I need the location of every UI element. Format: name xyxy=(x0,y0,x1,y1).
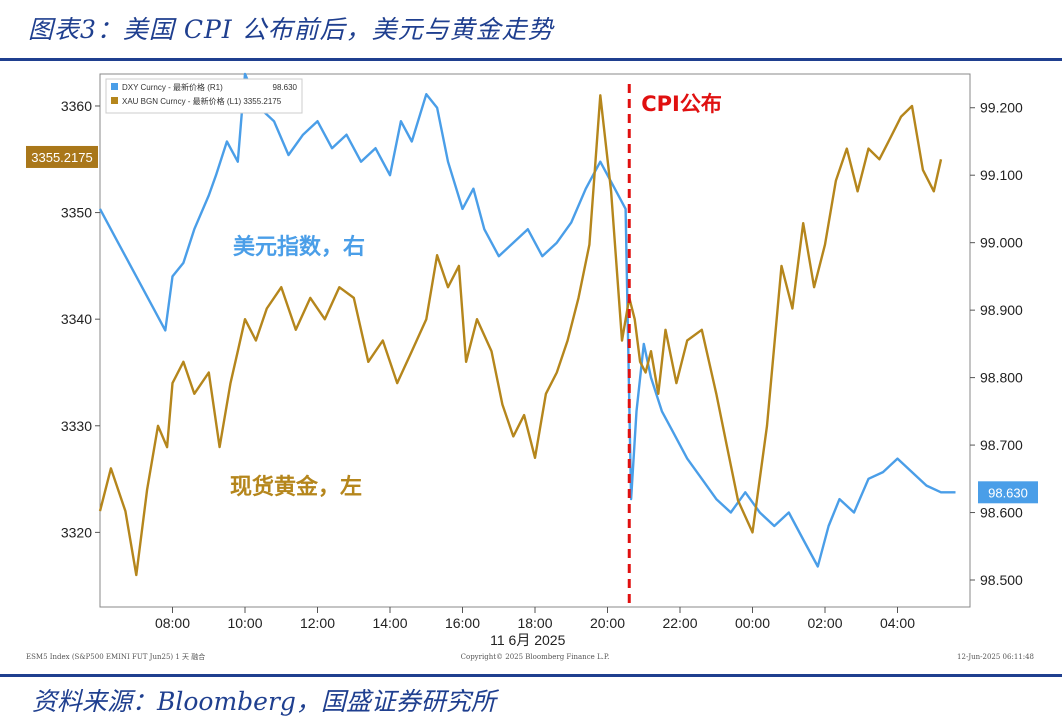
chart: 3320 3330 3340 3350 3360 98.500 98.600 98.700 98… xyxy=(26,72,1038,661)
plot-area xyxy=(99,73,971,608)
x-tick-label: 08:00 xyxy=(155,615,190,631)
last-value-right: 98.630 xyxy=(988,485,1028,500)
footer-center: Copyright© 2025 Bloomberg Finance L.P. xyxy=(461,653,610,661)
x-tick-label: 10:00 xyxy=(227,615,262,631)
footer-right: 12-Jun-2025 06:11:48 xyxy=(957,653,1034,661)
right-tick-label: 98.600 xyxy=(980,505,1023,521)
right-tick-label: 98.500 xyxy=(980,572,1023,588)
last-value-left: 3355.2175 xyxy=(31,150,92,165)
usd-annotation: 美元指数，右 xyxy=(233,234,365,260)
x-tick-label: 20:00 xyxy=(590,615,625,631)
figure-title: 图表3：美国 CPI 公布前后，美元与黄金走势 xyxy=(28,15,554,44)
right-tick-label: 99.200 xyxy=(980,100,1023,116)
x-tick-label: 22:00 xyxy=(662,615,697,631)
last-value-right-tag xyxy=(978,481,1038,504)
left-tick-label: 3320 xyxy=(61,524,92,540)
x-tick-label: 14:00 xyxy=(372,615,407,631)
x-tick-label: 12:00 xyxy=(300,615,335,631)
x-date-label: 11 6月 2025 xyxy=(490,632,565,648)
x-tick-label: 18:00 xyxy=(517,615,552,631)
gold-price-line xyxy=(98,94,943,577)
x-tick-label: 16:00 xyxy=(445,615,480,631)
left-tick-label: 3360 xyxy=(61,98,92,114)
title-divider xyxy=(0,58,1062,61)
x-tick-label: 04:00 xyxy=(880,615,915,631)
left-tick-label: 3350 xyxy=(61,205,92,221)
right-tick-label: 98.800 xyxy=(980,370,1023,386)
legend-label: DXY Curncy - 最新价格 (R1) xyxy=(122,82,223,92)
footer-left: ESM5 Index (S&P500 EMINI FUT Jun25) 1 天 … xyxy=(26,652,205,661)
source-divider xyxy=(0,674,1062,677)
legend-box xyxy=(105,78,303,114)
last-value-left-tag xyxy=(26,145,98,168)
legend-value: 98.630 xyxy=(273,83,298,92)
right-tick-label: 98.700 xyxy=(980,437,1023,453)
left-tick-label: 3340 xyxy=(61,311,92,327)
right-tick-label: 99.100 xyxy=(980,167,1023,183)
usd-index-line xyxy=(98,72,956,568)
legend-swatch xyxy=(111,97,118,104)
gold-annotation: 现货黄金，左 xyxy=(230,474,362,500)
cpi-label: CPI公布 xyxy=(641,92,722,116)
source-text: 资料来源：Bloomberg，国盛证券研究所 xyxy=(32,687,496,716)
right-tick-label: 99.000 xyxy=(980,235,1023,251)
right-tick-label: 98.900 xyxy=(980,302,1023,318)
legend-swatch xyxy=(111,83,118,90)
x-tick-label: 00:00 xyxy=(735,615,770,631)
left-tick-label: 3330 xyxy=(61,418,92,434)
legend-label: XAU BGN Curncy - 最新价格 (L1) 3355.2175 xyxy=(122,96,282,106)
x-tick-label: 02:00 xyxy=(807,615,842,631)
